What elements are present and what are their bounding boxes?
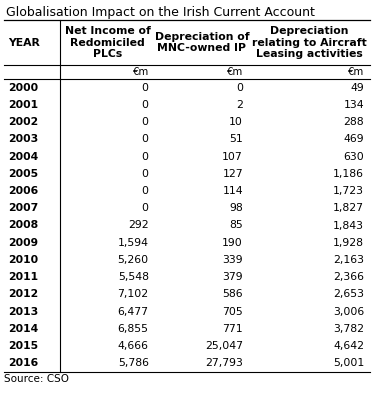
Text: 292: 292 (128, 221, 149, 230)
Text: 4,666: 4,666 (118, 341, 149, 351)
Text: 5,786: 5,786 (118, 358, 149, 368)
Text: 98: 98 (229, 203, 243, 213)
Text: Source: CSO: Source: CSO (4, 374, 69, 384)
Text: 2000: 2000 (8, 83, 38, 93)
Text: 51: 51 (229, 134, 243, 144)
Text: 2001: 2001 (8, 100, 38, 110)
Text: 127: 127 (223, 169, 243, 179)
Text: 288: 288 (343, 117, 364, 127)
Text: 7,102: 7,102 (117, 289, 149, 299)
Text: Globalisation Impact on the Irish Current Account: Globalisation Impact on the Irish Curren… (6, 6, 315, 19)
Text: 2015: 2015 (8, 341, 38, 351)
Text: 2016: 2016 (8, 358, 38, 368)
Text: 0: 0 (142, 117, 149, 127)
Text: 771: 771 (223, 324, 243, 334)
Text: Depreciation of
MNC-owned IP: Depreciation of MNC-owned IP (154, 32, 249, 53)
Text: 114: 114 (223, 186, 243, 196)
Text: 2003: 2003 (8, 134, 38, 144)
Text: €m: €m (227, 67, 243, 77)
Text: 1,594: 1,594 (118, 238, 149, 248)
Text: 2010: 2010 (8, 255, 38, 265)
Text: 3,006: 3,006 (333, 307, 364, 317)
Text: 107: 107 (222, 152, 243, 162)
Text: 0: 0 (142, 203, 149, 213)
Text: 2,653: 2,653 (333, 289, 364, 299)
Text: 0: 0 (142, 152, 149, 162)
Text: 25,047: 25,047 (205, 341, 243, 351)
Text: 2009: 2009 (8, 238, 38, 248)
Text: 2014: 2014 (8, 324, 38, 334)
Text: 0: 0 (142, 134, 149, 144)
Text: €m: €m (348, 67, 364, 77)
Text: 49: 49 (350, 83, 364, 93)
Text: 0: 0 (142, 83, 149, 93)
Text: 339: 339 (223, 255, 243, 265)
Text: €m: €m (132, 67, 149, 77)
Text: 2: 2 (236, 100, 243, 110)
Text: 2,163: 2,163 (333, 255, 364, 265)
Text: 6,477: 6,477 (118, 307, 149, 317)
Text: 2004: 2004 (8, 152, 38, 162)
Text: 2013: 2013 (8, 307, 38, 317)
Text: 2007: 2007 (8, 203, 38, 213)
Text: 27,793: 27,793 (205, 358, 243, 368)
Text: 705: 705 (222, 307, 243, 317)
Text: 2002: 2002 (8, 117, 38, 127)
Text: 190: 190 (222, 238, 243, 248)
Text: 0: 0 (236, 83, 243, 93)
Text: 3,782: 3,782 (333, 324, 364, 334)
Text: 2012: 2012 (8, 289, 38, 299)
Text: 1,928: 1,928 (333, 238, 364, 248)
Text: 5,548: 5,548 (118, 272, 149, 282)
Text: 5,260: 5,260 (117, 255, 149, 265)
Text: 6,855: 6,855 (118, 324, 149, 334)
Text: 586: 586 (223, 289, 243, 299)
Text: 1,827: 1,827 (333, 203, 364, 213)
Text: 0: 0 (142, 186, 149, 196)
Text: 1,843: 1,843 (333, 221, 364, 230)
Text: 379: 379 (223, 272, 243, 282)
Text: 2011: 2011 (8, 272, 38, 282)
Text: 0: 0 (142, 169, 149, 179)
Text: YEAR: YEAR (8, 38, 40, 48)
Text: Net Income of
Redomiciled
PLCs: Net Income of Redomiciled PLCs (65, 26, 150, 59)
Text: 134: 134 (343, 100, 364, 110)
Text: 4,642: 4,642 (333, 341, 364, 351)
Text: 2008: 2008 (8, 221, 38, 230)
Text: 630: 630 (343, 152, 364, 162)
Text: Depreciation
relating to Aircraft
Leasing activities: Depreciation relating to Aircraft Leasin… (252, 26, 367, 59)
Text: 2,366: 2,366 (333, 272, 364, 282)
Text: 2005: 2005 (8, 169, 38, 179)
Text: 5,001: 5,001 (333, 358, 364, 368)
Text: 0: 0 (142, 100, 149, 110)
Text: 2006: 2006 (8, 186, 38, 196)
Text: 1,186: 1,186 (333, 169, 364, 179)
Text: 469: 469 (343, 134, 364, 144)
Text: 1,723: 1,723 (333, 186, 364, 196)
Text: 10: 10 (229, 117, 243, 127)
Text: 85: 85 (229, 221, 243, 230)
